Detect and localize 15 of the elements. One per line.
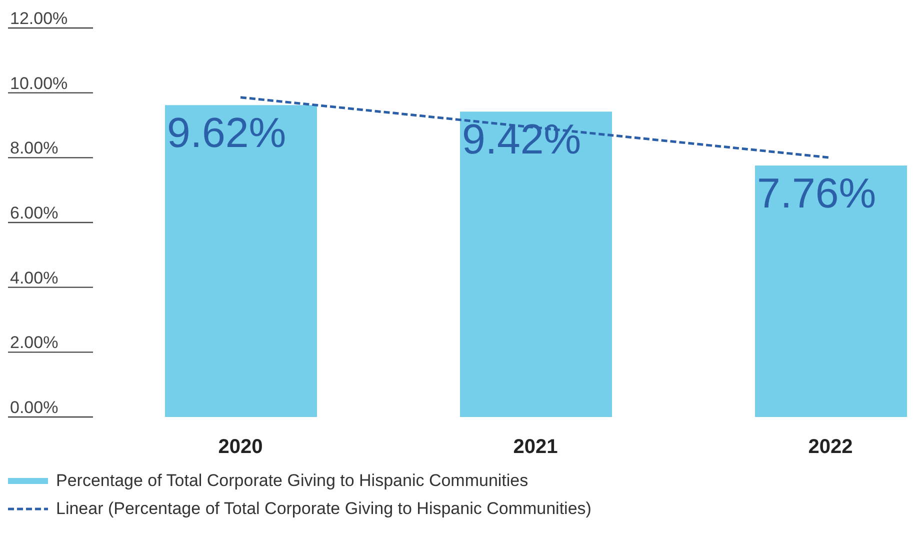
- x-tick-label: 2020: [218, 436, 263, 458]
- y-tick-label: 10.00%: [10, 74, 68, 93]
- legend-label: Percentage of Total Corporate Giving to Hispanic Communities: [56, 471, 528, 491]
- y-tick-label: 6.00%: [10, 204, 58, 222]
- data-label: 7.76%: [757, 169, 876, 216]
- legend-label: Linear (Percentage of Total Corporate Giving to Hispanic Communities): [56, 499, 592, 519]
- y-tick-label: 8.00%: [10, 138, 58, 158]
- y-tick-label: 12.00%: [10, 9, 68, 28]
- x-tick-label: 2021: [513, 436, 558, 458]
- data-label: 9.62%: [167, 109, 286, 156]
- x-tick-label: 2022: [808, 436, 853, 458]
- data-label: 9.42%: [462, 116, 582, 163]
- y-tick-label: 0.00%: [10, 398, 58, 417]
- y-tick-label: 2.00%: [10, 333, 58, 352]
- y-tick-label: 4.00%: [10, 268, 58, 288]
